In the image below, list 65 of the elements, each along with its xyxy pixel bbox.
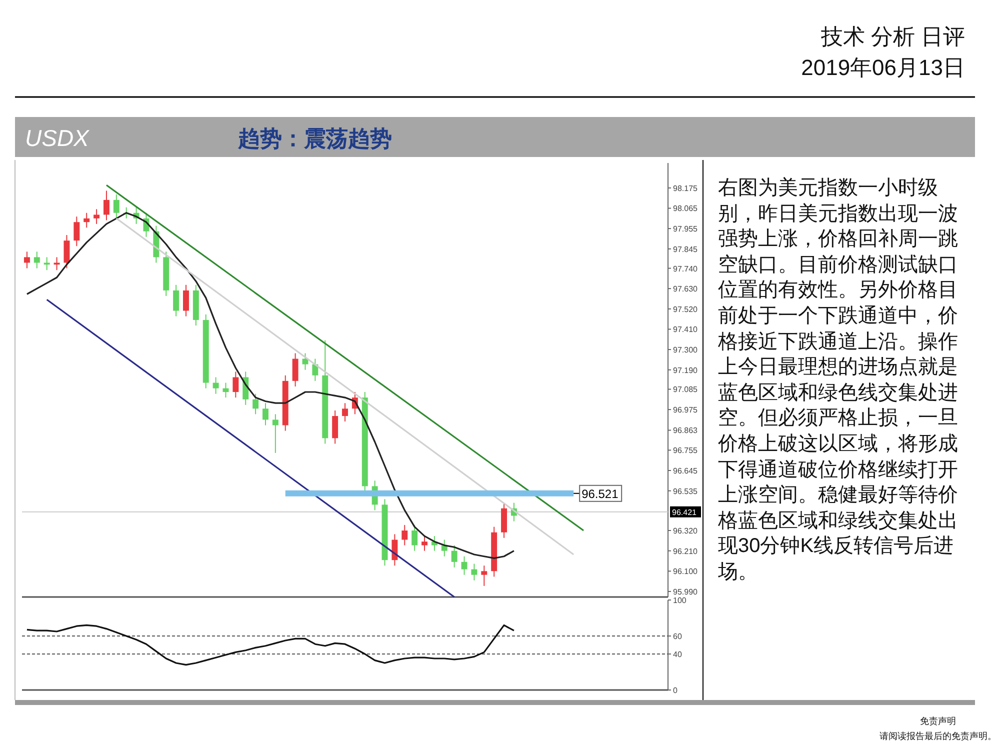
y-tick-label: 97.085: [673, 385, 698, 394]
y-tick-label: 0: [673, 686, 678, 695]
y-tick-label: 40: [673, 650, 682, 659]
candlestick: [173, 284, 180, 317]
y-tick-label: 97.300: [673, 346, 698, 355]
candlestick: [272, 414, 278, 454]
candlestick: [402, 524, 408, 546]
y-tick-label: 96.100: [673, 567, 698, 576]
candlestick: [24, 251, 30, 269]
y-tick-label: 96.755: [673, 446, 698, 456]
candlestick: [312, 358, 318, 382]
line-series: [26, 212, 515, 560]
y-tick-label: 96.210: [673, 546, 698, 556]
y-tick-label: 97.190: [673, 366, 698, 375]
candlestick: [292, 352, 298, 387]
y-tick-label: 95.990: [673, 587, 698, 596]
text: USDX: [25, 125, 91, 151]
y-tick-label: 97.740: [673, 264, 698, 274]
y-tick-label: 60: [673, 632, 682, 641]
candlestick: [54, 256, 60, 271]
data-label: 96.521: [582, 486, 619, 501]
candlestick: [44, 256, 50, 271]
candlestick: [461, 556, 468, 576]
candlestick: [84, 212, 90, 228]
candlestick: [441, 539, 448, 557]
candlestick: [412, 524, 418, 552]
text: 请阅读报告最后的免责声明。: [880, 731, 996, 741]
y-tick-label: 97.630: [673, 284, 698, 294]
candlestick: [342, 402, 348, 422]
text: 2019年06月13日: [801, 55, 965, 80]
y-tick-label: 97.955: [673, 224, 698, 234]
y-tick-label: 96.975: [673, 406, 698, 415]
candlestick: [471, 563, 478, 581]
candlestick: [451, 544, 458, 568]
candlestick: [392, 534, 398, 566]
y-tick-label: 97.410: [673, 325, 698, 334]
candlestick: [183, 284, 189, 317]
text: 技术 分析 日评: [820, 24, 965, 49]
y-tick-label: 96.535: [673, 486, 698, 496]
y-tick-label: 97.845: [673, 244, 698, 254]
y-tick-label: 97.520: [673, 304, 698, 314]
candlestick: [103, 190, 110, 221]
y-tick-label: 98.065: [673, 204, 698, 214]
candlestick: [34, 251, 40, 269]
y-tick-label: 100: [673, 596, 687, 605]
y-tick-label: 96.863: [673, 426, 698, 436]
candlestick: [74, 216, 80, 247]
text: 右图为美元指数一小时级别，昨日美元指数出现一波强势上涨，价格回补周一跳空缺口。目前价格测试缺口位置的有效性。另外价格目前处于一个下跌通道中，价格接近下跌通道上沿。操作上今日最理想的进场点就是蓝色区域和绿色线交集处进空。但必须严格止损，一旦价格上破这以区域，将形成下得通道破位价格继续打开上涨空间。稳健最好等待价格蓝色区域和绿线交集处出现30分钟K线反转信号后进场。: [718, 177, 958, 583]
y-tick-label: 96.320: [673, 526, 698, 536]
candlestick: [212, 376, 219, 394]
candlestick: [422, 536, 428, 552]
y-tick-label: 96.645: [673, 466, 698, 476]
text: 趋势：震荡趋势: [237, 126, 392, 151]
candlestick: [113, 194, 120, 219]
candlestick: [332, 410, 338, 444]
candlestick: [94, 208, 100, 224]
y-tick-label: 98.175: [673, 184, 698, 193]
candlestick: [64, 234, 70, 269]
text: 免责声明: [920, 716, 956, 726]
line-series: [26, 624, 515, 666]
candlestick: [232, 371, 239, 398]
candlestick: [481, 565, 488, 586]
candlestick: [252, 393, 259, 415]
ref-line-label: 96.421: [672, 508, 698, 517]
candlestick: [262, 402, 268, 426]
